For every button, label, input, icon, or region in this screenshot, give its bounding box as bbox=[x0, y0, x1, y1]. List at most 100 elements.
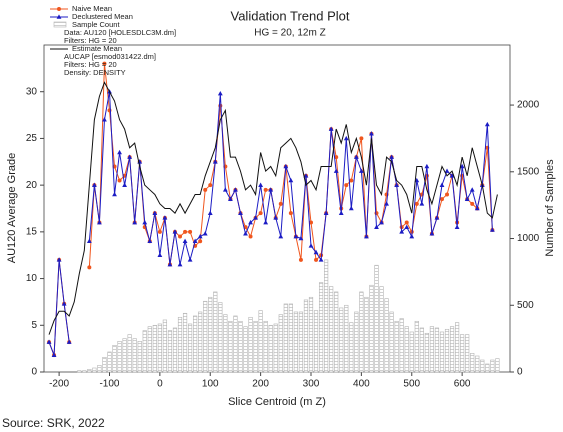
point bbox=[444, 168, 450, 173]
point bbox=[263, 187, 268, 192]
bar bbox=[364, 296, 369, 373]
x-tick-label: 400 bbox=[353, 379, 370, 390]
legend-note: Data: AU120 [HOLESDLC3M.dm] bbox=[64, 28, 176, 37]
bar bbox=[419, 327, 424, 373]
bar bbox=[87, 369, 92, 373]
bar bbox=[369, 284, 374, 373]
point bbox=[314, 257, 319, 262]
bar bbox=[258, 310, 263, 373]
bar bbox=[344, 304, 349, 373]
chart-title: Validation Trend Plot bbox=[231, 8, 350, 23]
point bbox=[122, 182, 128, 187]
point bbox=[358, 168, 364, 173]
bar bbox=[409, 331, 414, 373]
legend-note: AUCAP [esmod031422.dm] bbox=[64, 52, 156, 61]
point bbox=[57, 7, 61, 11]
bar bbox=[485, 363, 490, 373]
point bbox=[183, 229, 188, 234]
point bbox=[182, 238, 188, 243]
x-tick-label: 200 bbox=[252, 379, 269, 390]
point bbox=[263, 219, 269, 225]
bar bbox=[424, 332, 429, 373]
point bbox=[51, 352, 57, 357]
point bbox=[303, 173, 309, 178]
point bbox=[434, 215, 440, 220]
legend-label: Sample Count bbox=[72, 20, 120, 29]
bar bbox=[293, 311, 298, 373]
point bbox=[46, 339, 52, 344]
series-line bbox=[48, 91, 493, 356]
bar bbox=[374, 264, 379, 373]
point bbox=[177, 261, 183, 267]
point bbox=[212, 159, 218, 164]
chart-subtitle: HG = 20, 12m Z bbox=[254, 28, 325, 39]
point bbox=[152, 210, 158, 215]
bar bbox=[147, 326, 152, 373]
point bbox=[379, 219, 384, 225]
legend-note: Filters: HG = 20 bbox=[64, 60, 117, 69]
point bbox=[97, 219, 102, 225]
point bbox=[469, 187, 475, 192]
y2-tick-label: 1000 bbox=[517, 233, 540, 244]
point bbox=[344, 183, 349, 188]
point bbox=[61, 301, 67, 306]
point bbox=[283, 163, 289, 169]
bar bbox=[187, 323, 193, 373]
x-axis-label: Slice Centroid (m Z) bbox=[228, 396, 326, 408]
legend-label: Estimate Mean bbox=[72, 44, 122, 53]
bar bbox=[490, 359, 495, 373]
legend-note: Density: DENSITY bbox=[64, 68, 126, 77]
point bbox=[454, 224, 460, 229]
bar bbox=[253, 320, 258, 373]
bar bbox=[298, 311, 304, 373]
bar bbox=[268, 324, 273, 373]
point bbox=[389, 154, 395, 159]
point bbox=[198, 239, 203, 244]
x-tick-label: 600 bbox=[454, 379, 471, 390]
y2-tick-label: 0 bbox=[517, 367, 523, 378]
legend-label: Naive Mean bbox=[72, 4, 112, 13]
point bbox=[374, 211, 379, 216]
point bbox=[318, 257, 324, 262]
bar bbox=[449, 326, 455, 373]
bar bbox=[213, 291, 218, 373]
bar bbox=[434, 327, 440, 373]
point bbox=[353, 154, 359, 159]
point bbox=[439, 197, 444, 202]
point bbox=[117, 178, 122, 183]
point bbox=[369, 131, 374, 136]
bar bbox=[218, 302, 223, 373]
point bbox=[127, 154, 133, 159]
point bbox=[102, 61, 107, 66]
y-tick-label: 30 bbox=[26, 86, 38, 97]
point bbox=[86, 238, 92, 243]
bar bbox=[389, 311, 394, 373]
point bbox=[364, 233, 369, 239]
point bbox=[203, 187, 208, 192]
point bbox=[323, 210, 329, 215]
y2-tick-label: 500 bbox=[517, 300, 534, 311]
point bbox=[419, 201, 425, 206]
point bbox=[207, 210, 213, 215]
point bbox=[298, 235, 304, 241]
point bbox=[489, 227, 495, 232]
bar bbox=[198, 311, 203, 373]
bar bbox=[92, 367, 97, 373]
bar bbox=[495, 358, 500, 373]
point bbox=[217, 90, 223, 96]
point bbox=[288, 211, 293, 216]
bar bbox=[203, 300, 208, 373]
point bbox=[66, 339, 72, 344]
point bbox=[484, 121, 490, 127]
point bbox=[338, 210, 344, 215]
bar bbox=[354, 311, 359, 373]
bar bbox=[97, 365, 102, 373]
bar bbox=[82, 370, 87, 373]
bar bbox=[182, 312, 188, 373]
bar bbox=[238, 320, 243, 373]
x-tick-label: -200 bbox=[49, 379, 69, 390]
point bbox=[445, 192, 450, 197]
point bbox=[464, 196, 470, 201]
bar bbox=[142, 330, 147, 373]
bar bbox=[288, 303, 293, 373]
